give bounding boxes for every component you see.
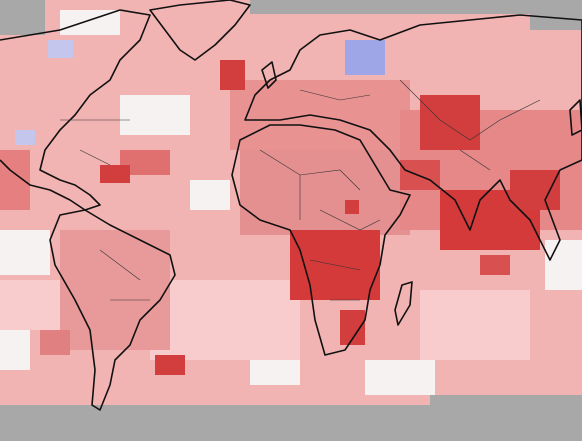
hot-cell	[220, 60, 245, 90]
cool-cell	[48, 40, 73, 58]
light-cell	[0, 280, 60, 330]
country-borders	[60, 79, 541, 301]
light-cell	[420, 290, 530, 360]
britain	[261, 61, 277, 89]
greenland	[149, 0, 251, 61]
neutral-cell	[545, 240, 582, 290]
japan	[569, 99, 582, 136]
hot-cell	[400, 160, 440, 190]
neutral-cell	[365, 360, 435, 395]
south-america	[49, 209, 176, 411]
no-data	[0, 0, 45, 35]
madagascar	[394, 281, 413, 326]
no-data	[0, 405, 582, 441]
hot-cell	[480, 255, 510, 275]
borders	[60, 79, 541, 301]
neutral-cell	[250, 360, 300, 385]
eurasia	[244, 14, 582, 261]
hot-cell	[345, 200, 359, 214]
neutral-cell	[190, 180, 230, 210]
hot-cell	[420, 95, 480, 150]
no-data	[530, 0, 582, 30]
hot-cell	[100, 165, 130, 183]
warm-cell	[40, 330, 70, 355]
warm-cell	[230, 80, 410, 150]
no-data	[430, 395, 582, 410]
warm-cell	[0, 150, 30, 210]
warm-cell	[60, 230, 170, 350]
cool-cell	[345, 40, 385, 75]
neutral-cell	[0, 230, 50, 275]
africa	[231, 124, 411, 356]
warm-cell	[240, 150, 410, 235]
neutral-cell	[0, 330, 30, 370]
hot-cell	[155, 355, 185, 375]
coastlines	[0, 0, 582, 411]
no-data	[250, 0, 582, 14]
neutral-cell	[120, 95, 190, 135]
hot-cell	[510, 170, 560, 210]
light-cell	[150, 280, 300, 360]
north-america	[0, 9, 151, 211]
cool-cell	[15, 130, 35, 145]
